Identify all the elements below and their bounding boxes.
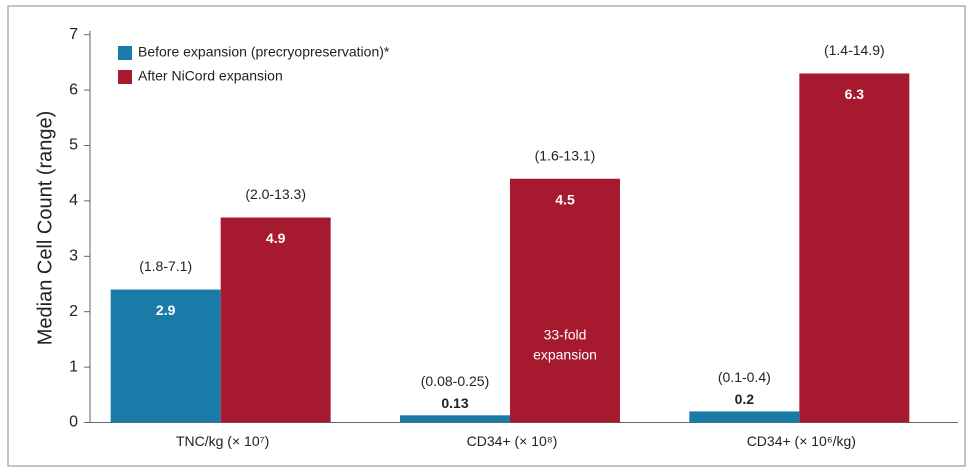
bar <box>110 289 221 423</box>
y-tick-label: 2 <box>69 303 78 320</box>
range-label: (0.1-0.4) <box>718 369 771 385</box>
annotation: expansion <box>533 347 597 363</box>
bar <box>689 411 800 423</box>
value-label: 6.3 <box>845 86 865 102</box>
value-label: 2.9 <box>156 302 176 318</box>
y-tick-label: 3 <box>69 248 78 265</box>
annotation: 33-fold <box>544 327 587 343</box>
value-label: 0.13 <box>441 395 468 411</box>
legend-swatch <box>118 46 132 60</box>
legend-label: After NiCord expansion <box>138 68 283 84</box>
y-axis-label: Median Cell Count (range) <box>34 111 56 346</box>
range-label: (1.6-13.1) <box>535 147 596 163</box>
y-tick-label: 5 <box>69 137 78 154</box>
y-tick-label: 6 <box>69 81 78 98</box>
value-label: 4.9 <box>266 230 286 246</box>
x-tick-label: TNC/kg (× 10⁷) <box>176 433 269 449</box>
range-label: (2.0-13.3) <box>245 186 306 202</box>
y-tick-label: 1 <box>69 358 78 375</box>
frame <box>7 5 966 467</box>
legend-label: Before expansion (precryopreservation)* <box>138 44 390 60</box>
range-label: (0.08-0.25) <box>421 373 489 389</box>
y-tick-label: 7 <box>69 26 78 43</box>
range-label: (1.4-14.9) <box>824 42 885 58</box>
value-label: 0.2 <box>735 391 755 407</box>
bar <box>400 415 510 423</box>
value-label: 4.5 <box>555 191 575 207</box>
x-tick-label: CD34+ (× 10⁶/kg) <box>747 433 856 449</box>
y-tick-label: 4 <box>69 192 78 209</box>
bar <box>799 73 910 423</box>
y-tick-label: 0 <box>69 414 78 431</box>
bar <box>510 178 620 423</box>
bar <box>220 217 331 423</box>
legend-swatch <box>118 70 132 84</box>
x-tick-label: CD34+ (× 10⁸) <box>467 433 558 449</box>
range-label: (1.8-7.1) <box>139 258 192 274</box>
